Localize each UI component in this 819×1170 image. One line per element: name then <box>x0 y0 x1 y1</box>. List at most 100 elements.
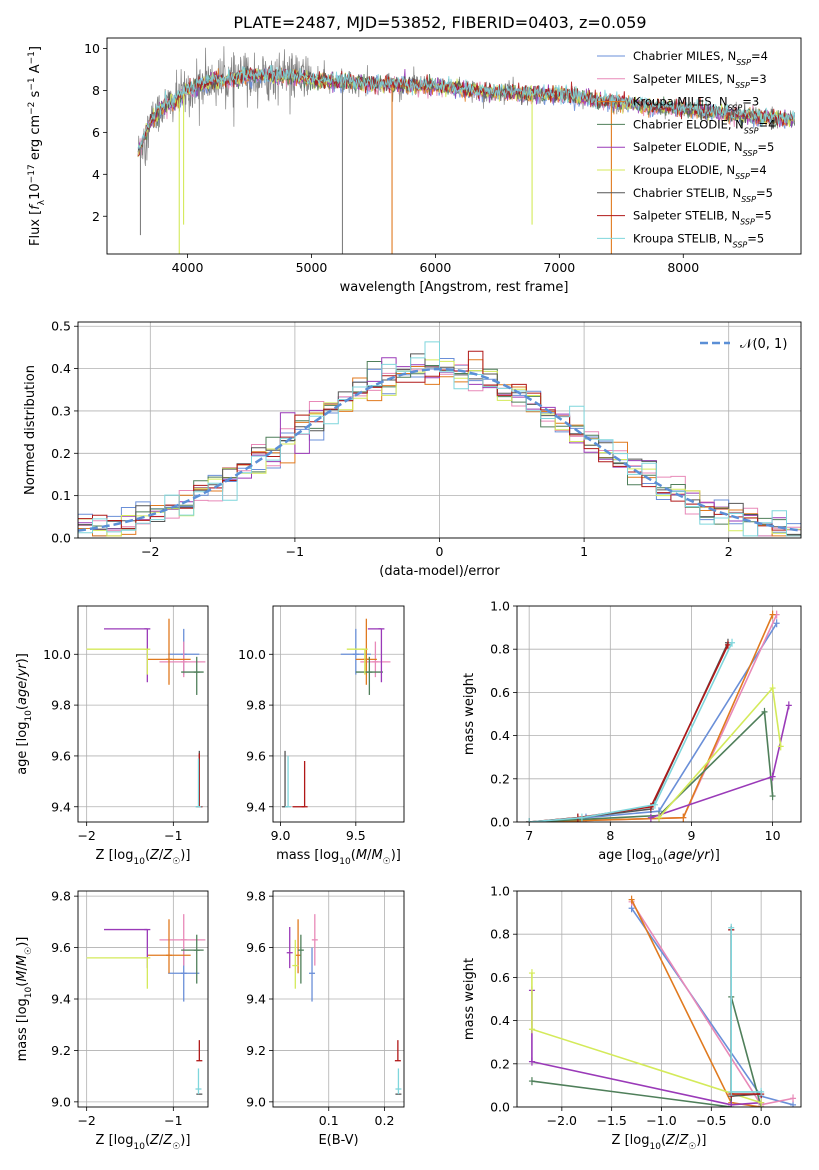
weight-marker <box>526 818 533 822</box>
weight-marker <box>647 802 654 811</box>
y-tick-label: 9.2 <box>246 1043 266 1058</box>
axes-age-vs-mass: 9.0 9.5 9.4 9.6 9.8 10.0 mass [log10(M/M☉)] <box>238 605 405 867</box>
y-tick-label: 9.8 <box>246 889 266 904</box>
y-tick-label: 0.3 <box>51 403 71 418</box>
x-tick-label: 9 <box>687 828 695 843</box>
y-tick-label: 1.0 <box>490 599 510 614</box>
axes-frame <box>77 321 802 539</box>
weight-marker <box>769 792 776 801</box>
weight-line <box>630 907 794 1106</box>
y-tick-label: 9.8 <box>51 698 71 713</box>
axes-weight-vs-age: 7 8 9 10 0.0 0.2 0.4 0.6 0.8 1.0 age [log10(age/yr… <box>462 599 802 867</box>
weight-marker <box>728 923 735 932</box>
weight-marker <box>785 701 792 710</box>
axes-frame <box>77 890 209 1108</box>
y-tick-label: 0.0 <box>490 815 510 830</box>
weight-marker <box>628 895 635 904</box>
weight-marker <box>773 619 780 628</box>
weight-marker <box>728 1100 735 1107</box>
y-tick-label: 0.5 <box>51 319 71 334</box>
y-tick-label: 9.4 <box>246 799 266 814</box>
y-axis-label: mass weight <box>462 958 477 1040</box>
axes-frame <box>272 890 405 1108</box>
y-tick-label: 0.0 <box>51 531 71 546</box>
x-axis-label: Z [log10(Z/Z☉)] <box>612 1133 707 1152</box>
weight-marker <box>758 1098 765 1107</box>
x-tick-label: 0.1 <box>319 1113 339 1128</box>
x-tick-label: −2 <box>77 828 95 843</box>
x-axis-label: wavelength [Angstrom, rest frame] <box>340 280 569 295</box>
weight-marker <box>758 1087 765 1096</box>
y-axis-label: mass [log10(M/M☉)] <box>15 937 34 1062</box>
y-tick-label: 10.0 <box>238 647 266 662</box>
x-tick-label: 0 <box>436 544 444 559</box>
y-tick-label: 1.0 <box>490 884 510 899</box>
y-tick-label: 0.4 <box>490 728 510 743</box>
x-tick-label: −1 <box>164 828 182 843</box>
y-tick-label: 6 <box>92 125 100 140</box>
x-axis-label: Z [log10(Z/Z☉)] <box>96 848 191 867</box>
weight-line <box>730 927 762 1093</box>
y-tick-label: 0.2 <box>51 446 71 461</box>
x-tick-label: 0.2 <box>375 1113 395 1128</box>
weight-line <box>529 642 729 822</box>
y-axis-label: Normed distribution <box>23 365 38 495</box>
x-axis-label: E(B-V) <box>318 1133 358 1148</box>
weight-marker <box>656 813 662 822</box>
axes-frame <box>77 605 209 823</box>
axes-frame <box>106 37 802 255</box>
x-tick-label: 1 <box>580 544 588 559</box>
histogram-steps <box>78 341 801 538</box>
x-tick-label: −2.0 <box>547 1113 577 1128</box>
x-tick-label: −1.0 <box>646 1113 676 1128</box>
plot-area <box>273 891 404 1107</box>
y-tick-label: 0.6 <box>490 970 510 985</box>
weight-line <box>529 642 733 822</box>
x-tick-label: 8 <box>606 828 614 843</box>
y-tick-label: 10 <box>84 41 100 56</box>
y-tick-label: 9.0 <box>51 1094 71 1109</box>
x-tick-label: −2 <box>77 1113 95 1128</box>
y-tick-label: 9.4 <box>246 992 266 1007</box>
y-tick-label: 9.2 <box>51 1043 71 1058</box>
x-tick-label: −0.5 <box>696 1113 726 1128</box>
residual-legend: 𝒩(0, 1) <box>700 337 787 352</box>
y-tick-label: 0.2 <box>490 771 510 786</box>
y-tick-label: 0.2 <box>490 1056 510 1071</box>
x-tick-label: 6000 <box>420 260 452 275</box>
legend-label: Salpeter STELIB, NSSP=5 <box>633 209 772 227</box>
axes-residuals: −2 −1 0 1 2 0.0 0.1 0.2 0.3 0.4 0.5 (data-model)/er… <box>23 319 802 579</box>
y-tick-label: 0.4 <box>51 361 71 376</box>
weight-marker <box>528 1077 535 1086</box>
y-tick-label: 9.6 <box>51 940 71 955</box>
axes-frame <box>516 890 802 1108</box>
spectrum-legend: Chabrier MILES, NSSP=4 Salpeter MILES, NS… <box>597 49 775 249</box>
legend-label: Kroupa STELIB, NSSP=5 <box>633 231 764 249</box>
weight-line <box>529 622 778 822</box>
plot-area <box>517 891 801 1107</box>
weight-marker <box>761 707 768 716</box>
y-tick-label: 9.8 <box>51 889 71 904</box>
weight-line <box>650 705 790 819</box>
legend-label: Chabrier ELODIE, NSSP=4 <box>633 117 775 135</box>
weight-line <box>529 710 774 822</box>
weight-marker <box>528 1025 535 1034</box>
y-tick-label: 9.8 <box>246 698 266 713</box>
axes-mass-vs-Z: −2 −1 9.0 9.2 9.4 9.6 9.8 Z [log10(Z/Z☉)] mass [… <box>15 889 209 1152</box>
weight-line <box>529 614 778 822</box>
weight-marker <box>769 772 776 781</box>
y-tick-label: 0.4 <box>490 1013 510 1028</box>
weight-marker <box>777 742 784 751</box>
legend-label: Chabrier MILES, NSSP=4 <box>633 49 768 67</box>
x-tick-label: −1 <box>164 1113 182 1128</box>
y-tick-label: 10.0 <box>43 647 71 662</box>
weight-line <box>529 614 774 822</box>
legend-label: Kroupa ELODIE, NSSP=4 <box>633 163 767 181</box>
normal-distribution-curve <box>78 367 801 532</box>
weight-line <box>630 901 794 1106</box>
x-tick-label: 2 <box>725 544 733 559</box>
x-tick-label: −2 <box>141 544 159 559</box>
y-tick-label: 0.8 <box>490 927 510 942</box>
x-tick-label: 0.0 <box>751 1113 771 1128</box>
weight-marker <box>729 638 736 647</box>
